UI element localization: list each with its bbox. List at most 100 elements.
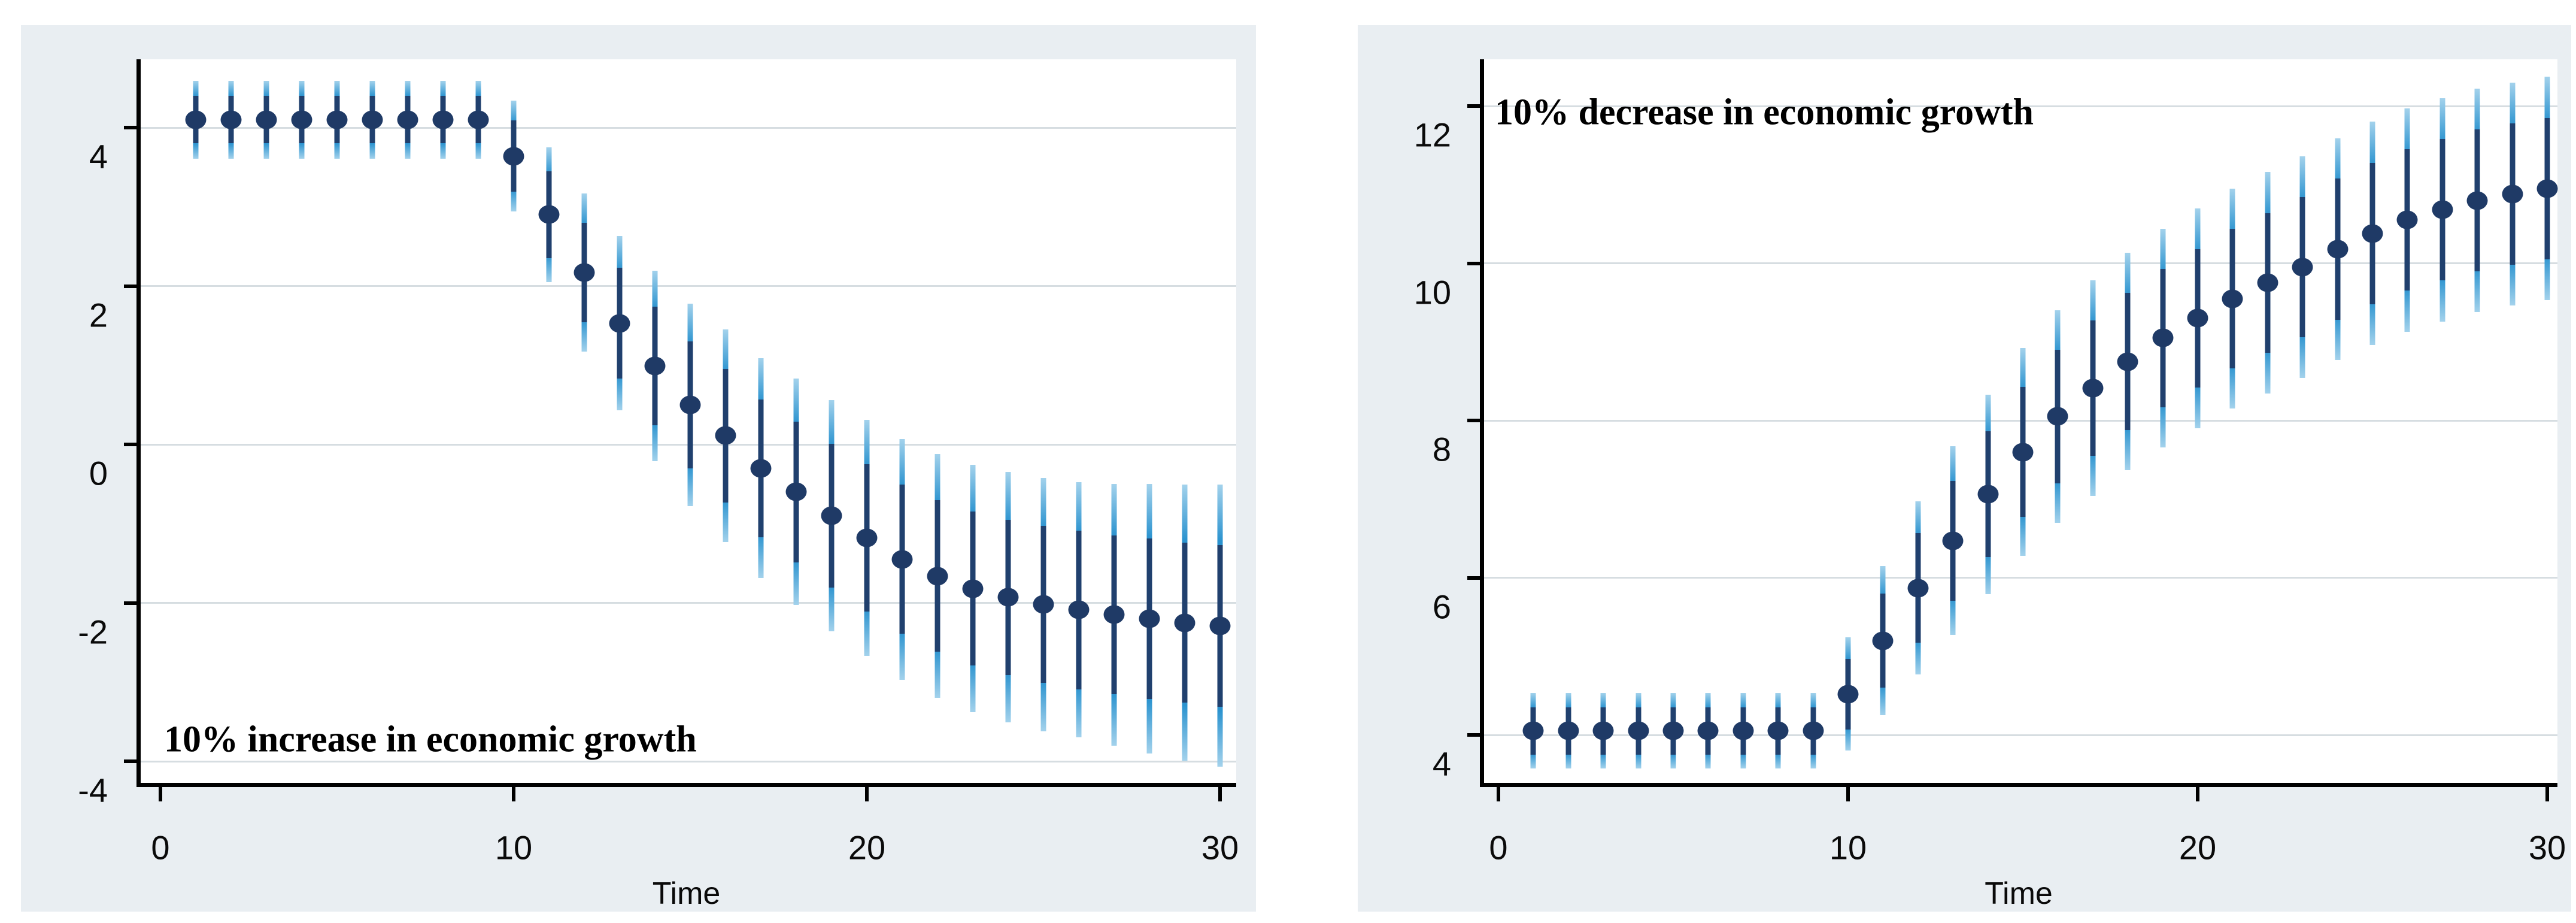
x-tick-label: 30 (2528, 828, 2566, 867)
data-point (291, 110, 312, 129)
y-tick-mark (124, 759, 136, 763)
data-point (468, 110, 489, 129)
data-point (397, 110, 418, 129)
data-point (1558, 721, 1579, 740)
plot-area: 10% decrease in economic growth (1467, 59, 2558, 801)
data-point (785, 482, 807, 501)
data-point (2152, 328, 2174, 347)
data-point (1732, 721, 1754, 740)
y-tick-label: -2 (78, 613, 108, 650)
data-point (2047, 407, 2068, 426)
y-tick-mark (124, 601, 136, 605)
gridline (136, 443, 1236, 446)
x-tick-label: 10 (494, 828, 533, 867)
x-axis-title: Time (1985, 876, 2053, 911)
y-axis-line (136, 59, 141, 787)
x-tick-mark (2545, 787, 2549, 801)
x-tick-mark (1218, 787, 1222, 801)
y-tick-mark (1467, 733, 1480, 737)
data-point (1628, 721, 1649, 740)
data-point (538, 205, 560, 224)
gridline (1480, 419, 2557, 422)
y-axis-line (1480, 59, 1484, 787)
data-point (503, 147, 524, 166)
data-point (1033, 595, 1054, 614)
data-point (2362, 224, 2383, 243)
data-point (1139, 609, 1160, 628)
annotation-text: 10% increase in economic growth (164, 719, 697, 760)
data-point (2502, 184, 2523, 204)
y-tick-label: 8 (1432, 430, 1451, 468)
plot-area: 10% increase in economic growth (124, 59, 1236, 801)
x-tick-label: 30 (1201, 828, 1239, 867)
x-axis-line (1480, 783, 2557, 787)
gridline (136, 602, 1236, 604)
data-point (1592, 721, 1614, 740)
data-point (2432, 200, 2453, 219)
data-point (2396, 210, 2418, 229)
data-point (220, 110, 242, 129)
data-point (256, 110, 277, 129)
data-point (962, 579, 984, 598)
data-point (2327, 240, 2349, 259)
data-point (1837, 685, 1859, 704)
x-tick-mark (1497, 787, 1500, 801)
gridline (136, 760, 1236, 762)
data-point (1767, 721, 1789, 740)
data-point (2292, 258, 2313, 277)
x-tick-mark (159, 787, 162, 801)
y-tick-mark (124, 284, 136, 288)
gridline (136, 285, 1236, 287)
data-point (1522, 721, 1544, 740)
data-point (927, 567, 948, 586)
y-tick-mark (124, 126, 136, 129)
x-tick-mark (2196, 787, 2199, 801)
data-point (821, 506, 842, 525)
data-point (2536, 179, 2558, 198)
chart-panel-decrease: 10% decrease in economic growth Time 12 1… (1358, 25, 2571, 912)
y-tick-mark (124, 443, 136, 446)
x-axis-title: Time (652, 876, 721, 911)
data-point (1872, 631, 1894, 650)
data-point (2257, 273, 2278, 292)
data-point (609, 314, 630, 333)
y-tick-label: 2 (89, 296, 108, 334)
gridline (1480, 734, 2557, 736)
data-point (1697, 721, 1719, 740)
data-point (432, 110, 454, 129)
gridline (1480, 262, 2557, 264)
data-point (679, 395, 701, 414)
x-tick-mark (865, 787, 869, 801)
gridline (136, 126, 1236, 129)
gridline (1480, 105, 2557, 107)
data-point (1068, 600, 1090, 619)
data-point (2012, 443, 2034, 461)
y-tick-label: 12 (1413, 116, 1451, 154)
data-point (891, 550, 913, 569)
y-tick-label: 6 (1432, 588, 1451, 625)
data-point (1907, 579, 1929, 598)
data-point (1209, 616, 1231, 635)
data-point (1977, 485, 1999, 504)
data-point (1942, 531, 1964, 550)
data-point (644, 356, 666, 376)
y-tick-label: 0 (89, 454, 108, 492)
x-tick-label: 0 (151, 828, 170, 867)
data-point (1662, 721, 1684, 740)
y-tick-mark (1467, 104, 1480, 108)
data-point (574, 263, 595, 282)
y-tick-label: 10 (1413, 273, 1451, 311)
data-point (750, 459, 772, 478)
x-tick-label: 20 (848, 828, 886, 867)
x-axis-line (136, 783, 1236, 787)
x-tick-label: 20 (2178, 828, 2217, 867)
gridline (1480, 577, 2557, 579)
y-tick-label: -4 (78, 771, 108, 809)
x-tick-mark (1846, 787, 1850, 801)
data-point (2466, 191, 2488, 210)
x-tick-mark (512, 787, 515, 801)
annotation-text: 10% decrease in economic growth (1495, 92, 2034, 133)
data-point (362, 110, 383, 129)
